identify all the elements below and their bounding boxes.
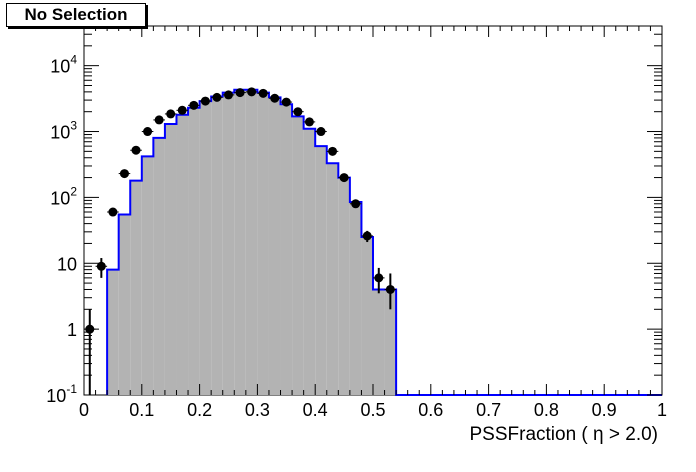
data-point (95, 258, 108, 278)
histogram-bin (222, 92, 235, 395)
histogram-bin (268, 97, 281, 395)
data-point (118, 169, 131, 179)
data-point (384, 273, 397, 310)
x-tick-label: 1 (657, 400, 667, 420)
histogram-bin (326, 163, 339, 395)
y-tick-label: 102 (50, 184, 77, 208)
x-tick-label: 0.4 (303, 400, 328, 420)
histogram-bin (338, 177, 350, 395)
x-tick-label: 0.9 (592, 400, 617, 420)
x-tick-label: 0 (79, 400, 89, 420)
data-point (84, 309, 96, 395)
histogram-bin (107, 269, 119, 395)
data-point (338, 173, 350, 183)
x-tick-label: 0.5 (360, 400, 385, 420)
y-tick-label: 10 (57, 254, 77, 274)
axes: 0 0.1 0.2 0.3 0.4 0.5 0.6 0.7 0.8 0.9 1 10-1 1 10 102 1… (46, 25, 667, 420)
histogram-bin (118, 214, 131, 395)
histogram-bin (199, 101, 212, 396)
data-point (361, 230, 373, 243)
data-point (164, 109, 177, 119)
data-point (280, 97, 293, 107)
x-tick-label: 0.1 (129, 400, 154, 420)
data-point (153, 115, 165, 125)
histogram-bin (211, 96, 223, 396)
y-tick-label: 1 (67, 320, 77, 340)
x-tick-label: 0.6 (418, 400, 443, 420)
mc-histogram (106, 88, 662, 396)
histogram-bin (384, 289, 397, 395)
data-point (292, 107, 304, 117)
data-point (130, 145, 142, 155)
data-point (176, 105, 189, 115)
y-tick-label: 104 (50, 53, 77, 77)
data-point (188, 100, 200, 110)
histogram-bin (245, 89, 258, 395)
histogram-bin (280, 104, 293, 395)
data-point (373, 267, 385, 294)
data-point (107, 207, 119, 217)
plot-title: No Selection (6, 3, 146, 27)
data-point (141, 127, 154, 137)
y-tick-label: 10-1 (46, 382, 77, 406)
data-point (245, 87, 258, 97)
histogram-bin (153, 137, 165, 396)
histogram-bin (164, 124, 177, 395)
histogram-bin (176, 114, 189, 395)
histogram-bin (303, 128, 316, 395)
x-tick-label: 0.7 (476, 400, 501, 420)
data-point (222, 90, 235, 100)
histogram-bin (257, 92, 269, 395)
x-axis-title: PSSFraction ( η > 2.0) (469, 424, 659, 445)
histogram-bin (349, 202, 362, 395)
histogram-bin (373, 289, 385, 395)
data-point (199, 96, 212, 106)
x-tick-label: 0.2 (187, 400, 212, 420)
x-tick-label: 0.3 (245, 400, 270, 420)
histogram-bin (130, 180, 142, 395)
data-point (349, 199, 362, 209)
histogram-bin (361, 237, 373, 395)
histogram-bin (292, 116, 304, 396)
histogram-bin (188, 107, 200, 395)
data-point (257, 88, 269, 98)
data-point (234, 88, 246, 98)
y-tick-label: 103 (50, 119, 77, 143)
data-point (303, 117, 316, 127)
histogram-outline (106, 88, 662, 396)
histogram-bin (315, 146, 327, 395)
histogram-bin (141, 156, 154, 395)
x-tick-label: 0.8 (534, 400, 559, 420)
data-points (84, 87, 397, 395)
data-point (315, 127, 327, 137)
data-point (268, 93, 281, 103)
data-point (211, 92, 223, 102)
data-point (326, 146, 339, 156)
histogram-bin (234, 89, 246, 395)
